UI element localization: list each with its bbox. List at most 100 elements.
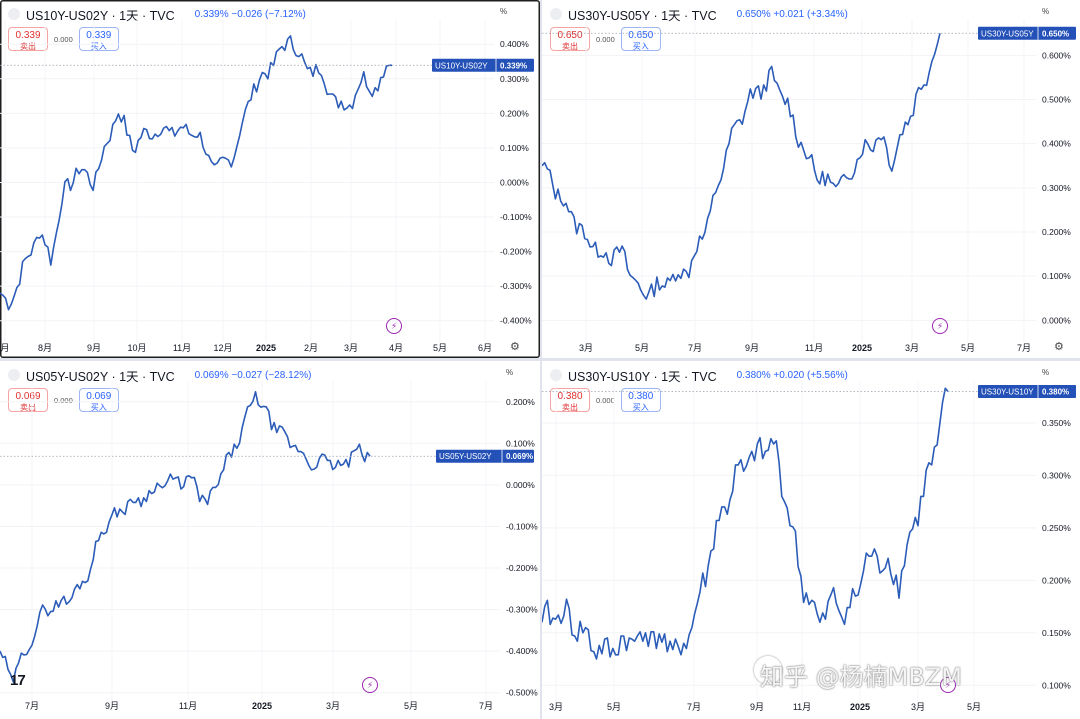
symbol-title[interactable]: US30Y-US10Y · 1天 · TVC bbox=[568, 369, 717, 384]
chart-panel-3[interactable]: US05Y-US02Y · 1天 · TVC 0.069% −0.027 (−2… bbox=[0, 361, 540, 719]
x-tick-label: 3月 bbox=[579, 343, 593, 353]
trade-buttons: 0.650 卖出 0.000 0.650 买入 bbox=[550, 27, 661, 51]
line-chart[interactable]: 0.200% 0.100% 0.000% -0.100% -0.200% -0.300% -… bbox=[0, 361, 540, 719]
line-chart[interactable]: 0.400% 0.300% 0.200% 0.100% 0.000% -0.100% -0.… bbox=[0, 0, 540, 358]
trade-buttons: 0.339 卖出 0.000 0.339 买入 bbox=[8, 27, 119, 51]
x-tick-label: 9月 bbox=[105, 701, 119, 711]
x-tick-label: 2025 bbox=[256, 343, 276, 353]
x-tick-label: 3月 bbox=[326, 701, 340, 711]
x-tick-label: 5月 bbox=[404, 701, 418, 711]
x-tick-label: 11月 bbox=[793, 702, 811, 712]
price-change: 0.380% +0.020 (+5.56%) bbox=[736, 369, 848, 381]
x-tick-label: 2月 bbox=[304, 343, 318, 353]
tradingview-logo[interactable]: 17 bbox=[10, 672, 26, 689]
buy-button[interactable]: 0.380 买入 bbox=[620, 388, 661, 412]
buy-button[interactable]: 0.339 买入 bbox=[78, 27, 119, 51]
price-tag-value: 0.069% bbox=[506, 452, 533, 461]
sell-price: 0.380 bbox=[557, 391, 583, 402]
lightning-icon[interactable]: ⚡ bbox=[362, 677, 378, 693]
y-tick-label: 0.000% bbox=[500, 177, 529, 187]
price-tag-bg bbox=[432, 58, 534, 72]
buy-button[interactable]: 0.650 买入 bbox=[620, 27, 661, 51]
y-tick-label: -0.300% bbox=[506, 605, 538, 615]
series-line bbox=[542, 33, 941, 300]
spread-value: 0.000 bbox=[54, 34, 73, 44]
x-tick-label: 3月 bbox=[549, 702, 563, 712]
symbol-icon bbox=[550, 8, 562, 20]
price-tag-symbol: US05Y-US02Y bbox=[439, 452, 492, 461]
y-tick-label: 0.300% bbox=[500, 74, 529, 84]
sell-label: 卖出 bbox=[20, 42, 36, 51]
x-tick-label: 2025 bbox=[850, 702, 870, 712]
x-tick-label: 5月 bbox=[635, 343, 649, 353]
x-tick-label: 月 bbox=[0, 343, 9, 353]
x-tick-label: 7月 bbox=[479, 701, 493, 711]
y-tick-label: 0.400% bbox=[500, 39, 529, 49]
y-tick-label: 0.000% bbox=[1042, 315, 1071, 325]
x-tick-label: 11月 bbox=[173, 343, 191, 353]
price-tag-bg bbox=[436, 449, 534, 463]
gear-icon[interactable]: ⚙ bbox=[1054, 341, 1064, 353]
buy-price: 0.339 bbox=[86, 30, 112, 41]
x-tick-label: 9月 bbox=[750, 702, 764, 712]
symbol-title[interactable]: US30Y-US05Y · 1天 · TVC bbox=[568, 8, 717, 23]
chart-header: US30Y-US10Y · 1天 · TVC 0.380% +0.020 (+5… bbox=[550, 367, 848, 384]
price-tag-value: 0.650% bbox=[1042, 29, 1069, 38]
x-tick-label: 3月 bbox=[344, 343, 358, 353]
y-tick-label: 0.000% bbox=[506, 480, 535, 490]
y-tick-label: -0.200% bbox=[506, 563, 538, 573]
y-tick-label: -0.100% bbox=[506, 521, 538, 531]
buy-label: 买入 bbox=[90, 403, 107, 412]
lightning-icon[interactable]: ⚡ bbox=[940, 677, 956, 693]
sell-button[interactable]: 0.650 卖出 bbox=[550, 27, 590, 51]
axis-unit: % bbox=[1042, 7, 1050, 16]
x-tick-label: 5月 bbox=[961, 343, 975, 353]
spread-value: 0.000 bbox=[596, 395, 615, 405]
lightning-icon[interactable]: ⚡ bbox=[932, 318, 948, 334]
lightning-icon[interactable]: ⚡ bbox=[386, 318, 402, 334]
chart-header: US05Y-US02Y · 1天 · TVC 0.069% −0.027 (−2… bbox=[8, 367, 312, 384]
sell-button[interactable]: 0.380 卖出 bbox=[550, 388, 590, 412]
sell-price: 0.069 bbox=[15, 391, 41, 402]
y-tick-label: 0.400% bbox=[1042, 139, 1071, 149]
x-tick-label: 10月 bbox=[127, 343, 146, 353]
chart-panel-1[interactable]: US10Y-US02Y · 1天 · TVC 0.339% −0.026 (−7… bbox=[0, 0, 540, 358]
spread-value: 0.000 bbox=[54, 395, 73, 405]
x-tick-label: 3月 bbox=[911, 702, 925, 712]
y-tick-label: 0.200% bbox=[500, 108, 529, 118]
y-tick-label: -0.500% bbox=[506, 688, 538, 698]
series-line bbox=[0, 391, 371, 683]
spread-value: 0.000 bbox=[596, 34, 615, 44]
chart-panel-4[interactable]: US30Y-US10Y · 1天 · TVC 0.380% +0.020 (+5… bbox=[542, 361, 1080, 719]
y-tick-label: 0.200% bbox=[1042, 227, 1071, 237]
symbol-title[interactable]: US05Y-US02Y · 1天 · TVC bbox=[26, 369, 175, 384]
price-change: 0.069% −0.027 (−28.12%) bbox=[194, 369, 312, 381]
line-chart[interactable]: 0.350% 0.300% 0.250% 0.200% 0.150% 0.100% 3月 5月… bbox=[542, 361, 1080, 719]
x-tick-label: 12月 bbox=[213, 343, 232, 353]
x-tick-label: 5月 bbox=[433, 343, 447, 353]
sell-label: 卖出 bbox=[20, 403, 36, 412]
x-tick-label: 7月 bbox=[1017, 343, 1031, 353]
buy-price: 0.380 bbox=[628, 391, 654, 402]
chart-header: US10Y-US02Y · 1天 · TVC 0.339% −0.026 (−7… bbox=[8, 6, 306, 23]
symbol-icon bbox=[8, 8, 20, 20]
price-tag-bg bbox=[978, 26, 1076, 40]
y-tick-label: 0.150% bbox=[1042, 628, 1071, 638]
price-tag-symbol: US30Y-US05Y bbox=[981, 29, 1034, 38]
watermark-icon bbox=[754, 656, 782, 684]
y-tick-label: 0.500% bbox=[1042, 95, 1071, 105]
price-tag-value: 0.380% bbox=[1042, 387, 1069, 396]
price-change: 0.650% +0.021 (+3.34%) bbox=[736, 8, 848, 20]
trade-buttons: 0.380 卖出 0.000 0.380 买入 bbox=[550, 388, 661, 412]
y-tick-label: -0.400% bbox=[500, 316, 532, 326]
chart-panel-2[interactable]: US30Y-US05Y · 1天 · TVC 0.650% +0.021 (+3… bbox=[542, 0, 1080, 358]
buy-label: 买入 bbox=[632, 42, 649, 51]
sell-button[interactable]: 0.339 卖出 bbox=[8, 27, 48, 51]
symbol-title[interactable]: US10Y-US02Y · 1天 · TVC bbox=[26, 8, 175, 23]
line-chart[interactable]: 0.600% 0.500% 0.400% 0.300% 0.200% 0.100% 0.00… bbox=[542, 0, 1080, 358]
sell-button[interactable]: 0.069 卖出 bbox=[8, 388, 48, 412]
gear-icon[interactable]: ⚙ bbox=[510, 341, 520, 353]
y-tick-label: 0.250% bbox=[1042, 523, 1071, 533]
y-tick-label: 0.200% bbox=[506, 397, 535, 407]
axis-unit: % bbox=[506, 368, 514, 377]
